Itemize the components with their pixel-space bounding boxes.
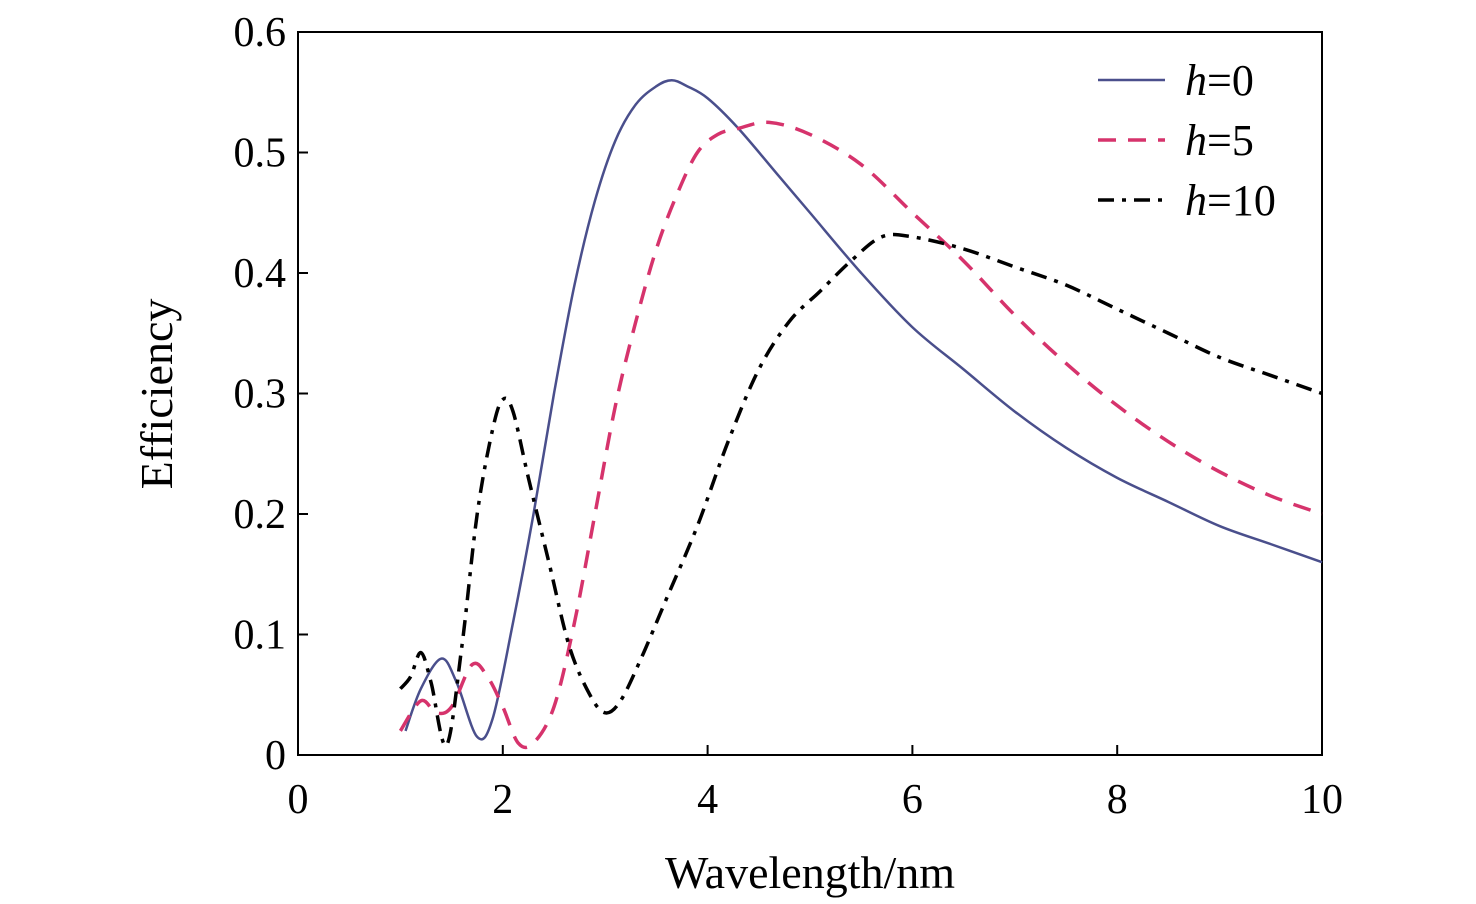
x-tick-label: 10 bbox=[1301, 777, 1343, 823]
legend-label-0: h=0 bbox=[1185, 56, 1254, 105]
y-axis-label: Efficiency bbox=[131, 299, 182, 490]
y-tick-label: 0.6 bbox=[234, 10, 287, 56]
x-tick-label: 6 bbox=[902, 777, 923, 823]
x-tick-label: 8 bbox=[1107, 777, 1128, 823]
y-tick-label: 0.2 bbox=[234, 492, 287, 538]
legend-label-variable: h bbox=[1185, 176, 1207, 225]
y-tick-label: 0.1 bbox=[234, 613, 287, 659]
y-tick-label: 0 bbox=[265, 733, 286, 779]
legend-label-value: =10 bbox=[1207, 176, 1276, 225]
y-tick-label: 0.3 bbox=[234, 372, 287, 418]
x-axis-label: Wavelength/nm bbox=[665, 847, 955, 898]
series-line-h5 bbox=[398, 120, 1323, 750]
series-lines bbox=[398, 78, 1323, 750]
y-tick-label: 0.4 bbox=[234, 251, 287, 297]
series-line-h10 bbox=[399, 232, 1323, 748]
axis-ticks bbox=[297, 31, 1323, 756]
legend-label-variable: h bbox=[1185, 56, 1207, 105]
y-tick-label: 0.5 bbox=[234, 131, 287, 177]
legend-label-value: =5 bbox=[1207, 116, 1254, 165]
legend-label-variable: h bbox=[1185, 116, 1207, 165]
x-tick-label: 4 bbox=[697, 777, 718, 823]
x-tick-label: 0 bbox=[288, 777, 309, 823]
legend-label-2: h=10 bbox=[1185, 176, 1276, 225]
series-line-h0 bbox=[404, 78, 1323, 741]
x-tick-label: 2 bbox=[492, 777, 513, 823]
plot-frame bbox=[297, 31, 1323, 756]
legend: h=0h=5h=10 bbox=[1098, 56, 1276, 225]
axis-tick-labels: 0 2 4 6 8 10 0 0.1 0.2 0.3 0.4 0.5 0.6 bbox=[234, 10, 1344, 823]
legend-label-1: h=5 bbox=[1185, 116, 1254, 165]
legend-label-value: =0 bbox=[1207, 56, 1254, 105]
